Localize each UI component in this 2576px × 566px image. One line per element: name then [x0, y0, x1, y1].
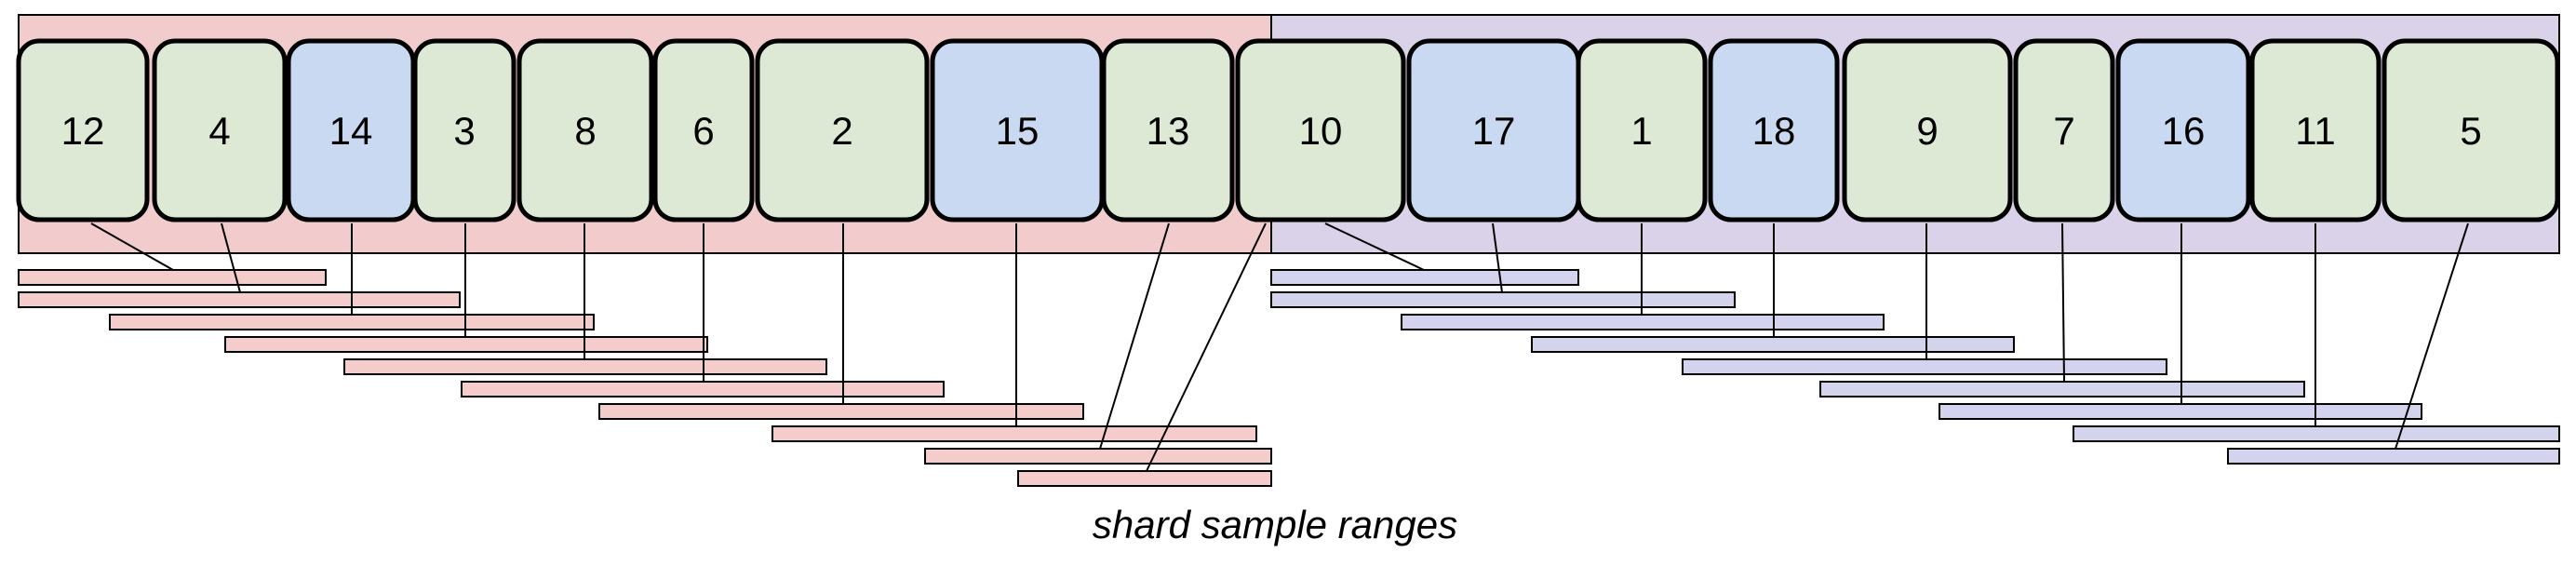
range-bar-a — [109, 314, 595, 330]
connector-line — [1324, 222, 1425, 271]
shard-box: 8 — [517, 38, 654, 222]
shard-box-shape — [1101, 38, 1235, 222]
shard-box-shape — [1842, 38, 2013, 222]
connector-line — [2395, 222, 2469, 450]
shard-box: 9 — [1842, 38, 2013, 222]
shard-label: 6 — [692, 109, 714, 153]
shard-label: 16 — [2162, 109, 2206, 153]
range-bar-b — [1819, 381, 2305, 398]
shard-label: 5 — [2460, 109, 2481, 153]
shard-label: 11 — [2295, 109, 2336, 153]
shard-box-shape — [152, 38, 288, 222]
shard-box-shape — [2115, 38, 2251, 222]
shard-box-shape — [16, 38, 150, 222]
connector-line — [1492, 222, 1503, 293]
shard-label: 4 — [208, 109, 230, 153]
shard-box: 4 — [152, 38, 288, 222]
range-bar-b — [1270, 269, 1579, 286]
range-bar-b — [1401, 314, 1885, 330]
shard-box-shape — [517, 38, 654, 222]
shard-box: 17 — [1406, 38, 1581, 222]
range-bar-a — [343, 358, 827, 375]
shard-label: 10 — [1299, 109, 1343, 153]
shard-label: 13 — [1147, 109, 1190, 153]
range-bars — [18, 269, 2560, 487]
connector-line — [2061, 222, 2065, 383]
connector-line — [90, 222, 174, 271]
shard-box-shape — [2381, 38, 2560, 222]
range-bar-b — [2227, 448, 2560, 465]
shard-label: 14 — [329, 109, 373, 153]
shard-box-shape — [652, 38, 755, 222]
shard-label: 17 — [1472, 109, 1516, 153]
range-bar-b — [1531, 336, 2015, 353]
shard-box: 5 — [2381, 38, 2560, 222]
shard-box: 10 — [1235, 38, 1406, 222]
range-bar-b — [1939, 403, 2422, 420]
range-bar-a — [924, 448, 1272, 465]
shard-label: 2 — [831, 109, 852, 153]
range-bar-b — [1270, 291, 1736, 308]
shard-label: 9 — [1916, 109, 1938, 153]
range-bar-a — [598, 403, 1084, 420]
range-bar-a — [771, 425, 1257, 442]
range-bar-a — [461, 381, 945, 398]
connectors — [90, 222, 2469, 472]
shard-label: 12 — [61, 109, 105, 153]
shard-box: 7 — [2013, 38, 2115, 222]
shard-box: 3 — [412, 38, 517, 222]
shard-label: 3 — [453, 109, 475, 153]
connector-line — [221, 222, 241, 293]
shard-box: 14 — [286, 38, 416, 222]
shard-box-shape — [412, 38, 517, 222]
shard-label: 8 — [574, 109, 596, 153]
shard-box: 15 — [930, 38, 1105, 222]
shard-box-shape — [755, 38, 930, 222]
shard-box-shape — [2013, 38, 2115, 222]
connector-line — [1099, 222, 1170, 450]
shard-box: 18 — [1708, 38, 1840, 222]
shard-label: 1 — [1630, 109, 1652, 153]
range-bar-a — [1017, 470, 1272, 487]
shard-box-shape — [2249, 38, 2381, 222]
shard-label: 15 — [996, 109, 1040, 153]
shard-box: 12 — [16, 38, 150, 222]
shard-boxes: 12 4 14 3 8 6 2 15 13 10 17 1 18 9 7 16 11 5 — [16, 38, 2560, 222]
shard-box: 6 — [652, 38, 755, 222]
shard-label: 7 — [2053, 109, 2074, 153]
shard-box-shape — [1576, 38, 1708, 222]
shard-box-shape — [1235, 38, 1406, 222]
range-bar-b — [1682, 358, 2167, 375]
connector-line — [1146, 222, 1267, 472]
shard-box: 11 — [2249, 38, 2381, 222]
shard-box-shape — [1708, 38, 1840, 222]
range-bar-a — [18, 269, 327, 286]
range-bar-b — [2073, 425, 2560, 442]
caption: shard sample ranges — [1093, 503, 1457, 546]
range-bar-a — [224, 336, 708, 353]
shard-box: 13 — [1101, 38, 1235, 222]
shard-label: 18 — [1752, 109, 1796, 153]
shard-box: 2 — [755, 38, 930, 222]
range-bar-a — [18, 291, 461, 308]
shard-box: 1 — [1576, 38, 1708, 222]
shard-box: 16 — [2115, 38, 2251, 222]
